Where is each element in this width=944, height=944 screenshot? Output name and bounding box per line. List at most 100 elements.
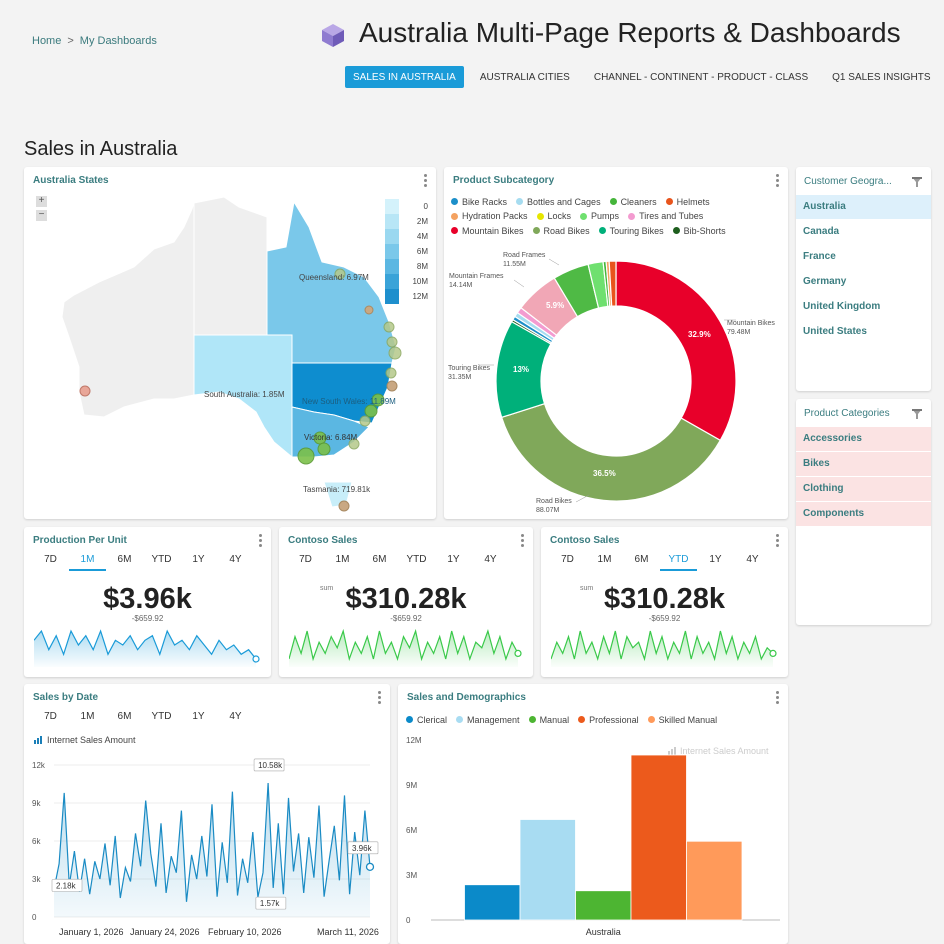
legend-item[interactable]: Management: [456, 715, 520, 725]
filter-item-australia[interactable]: Australia: [796, 195, 931, 219]
period-4y[interactable]: 4Y: [746, 554, 759, 565]
period-4y[interactable]: 4Y: [484, 554, 497, 565]
filter-item-bikes[interactable]: Bikes: [796, 452, 931, 476]
period-1y[interactable]: 1Y: [447, 554, 460, 565]
legend-item[interactable]: Bike Racks: [451, 195, 507, 209]
period-4y[interactable]: 4Y: [229, 711, 242, 722]
period-7d[interactable]: 7D: [561, 554, 574, 565]
filter-item-france[interactable]: France: [803, 251, 836, 262]
legend-item[interactable]: Helmets: [665, 195, 710, 209]
period-ytd[interactable]: YTD: [151, 554, 172, 565]
filter-item-accessories[interactable]: Accessories: [796, 427, 931, 451]
tab-channel-continent-product-class[interactable]: CHANNEL - CONTINENT - PRODUCT - CLASS: [593, 72, 809, 83]
period-6m[interactable]: 6M: [117, 711, 132, 722]
legend-item[interactable]: Skilled Manual: [647, 715, 717, 725]
period-6m[interactable]: 6M: [372, 554, 387, 565]
donut-slice[interactable]: [500, 402, 722, 502]
legend-item[interactable]: Pumps: [580, 209, 619, 223]
australia-map[interactable]: Queensland: 6.97M South Australia: 1.85M…: [24, 167, 436, 519]
legend-item[interactable]: Professional: [578, 715, 639, 725]
period-1y[interactable]: 1Y: [192, 554, 205, 565]
kebab-menu-icon[interactable]: [424, 174, 428, 188]
period-ytd[interactable]: YTD: [406, 554, 427, 565]
period-7d[interactable]: 7D: [44, 711, 57, 722]
breadcrumb-current[interactable]: My Dashboards: [79, 35, 157, 47]
donut-slice[interactable]: [615, 260, 737, 442]
filter-item-components[interactable]: Components: [796, 502, 931, 526]
legend-item[interactable]: Cleaners: [609, 195, 657, 209]
period-1m[interactable]: 1M: [69, 554, 106, 571]
tab-q1-sales-insights[interactable]: Q1 SALES INSIGHTS: [832, 72, 931, 83]
line-end-point[interactable]: [365, 862, 375, 871]
legend-item[interactable]: Mountain Bikes: [451, 224, 524, 238]
period-7d[interactable]: 7D: [299, 554, 312, 565]
legend-dot-icon: [578, 716, 586, 723]
product-categories-filter: Product Categories Accessories Bikes Cloth…: [796, 399, 931, 625]
period-1y[interactable]: 1Y: [709, 554, 722, 565]
bar-management[interactable]: [519, 819, 576, 921]
demographics-bar-chart[interactable]: 0 3M 6M 9M 12M Australia: [398, 684, 788, 944]
line-area: [54, 783, 370, 917]
filter-item-clothing[interactable]: Clothing: [796, 477, 931, 501]
bar-professional[interactable]: [630, 754, 687, 921]
period-1m[interactable]: 1M: [335, 554, 350, 565]
legend-item[interactable]: Locks: [536, 209, 571, 223]
kebab-menu-icon[interactable]: [259, 534, 263, 548]
period-1m[interactable]: 1M: [80, 711, 95, 722]
sales-line[interactable]: [53, 782, 371, 902]
donut-slice[interactable]: [608, 260, 617, 307]
sparkline-end-point[interactable]: [514, 649, 522, 657]
kebab-menu-icon[interactable]: [776, 691, 780, 705]
legend-item[interactable]: Bib-Shorts: [672, 224, 726, 238]
legend-label: Bike Racks: [462, 196, 508, 207]
filter-item-united-states[interactable]: United States: [803, 326, 867, 337]
filter-icon[interactable]: [912, 409, 922, 419]
filter-icon[interactable]: [912, 177, 922, 187]
legend-label: Tires and Tubes: [639, 211, 704, 221]
bar-chart-icon: [668, 747, 676, 755]
sparkline-end-point[interactable]: [769, 649, 777, 657]
y-tick-label: 0: [406, 916, 411, 925]
legend-item[interactable]: Hydration Packs: [451, 209, 528, 223]
card-title: Australia States: [33, 175, 109, 186]
legend-dot-icon: [451, 212, 458, 220]
period-7d[interactable]: 7D: [44, 554, 57, 565]
filter-item-canada[interactable]: Canada: [803, 226, 840, 237]
period-1m[interactable]: 1M: [597, 554, 612, 565]
period-ytd[interactable]: YTD: [151, 711, 172, 722]
legend-item[interactable]: Manual: [528, 715, 569, 725]
kebab-menu-icon[interactable]: [378, 691, 382, 705]
legend-item[interactable]: Road Bikes: [532, 224, 590, 238]
legend-item[interactable]: Bottles and Cages: [516, 195, 601, 209]
zoom-in-button[interactable]: +: [36, 196, 47, 207]
card-title: Contoso Sales: [550, 535, 620, 546]
tab-australia-cities[interactable]: AUSTRALIA CITIES: [479, 72, 570, 83]
scale-step: 4M: [385, 229, 428, 244]
kebab-menu-icon[interactable]: [776, 534, 780, 548]
sales-by-date-line-chart[interactable]: 0 3k 6k 9k 12k January 1, 2026 January 24, 202…: [24, 684, 390, 944]
tab-sales-in-australia[interactable]: SALES IN AUSTRALIA: [345, 66, 464, 88]
bar-clerical[interactable]: [464, 884, 521, 921]
kebab-menu-icon[interactable]: [776, 174, 780, 188]
sparkline-end-point[interactable]: [252, 655, 260, 663]
demographics-legend: Clerical Management Manual Professional Skil…: [406, 710, 726, 728]
period-4y[interactable]: 4Y: [229, 554, 242, 565]
period-6m[interactable]: 6M: [117, 554, 132, 565]
filter-item-united-kingdom[interactable]: United Kingdom: [803, 301, 881, 312]
period-1y[interactable]: 1Y: [192, 711, 205, 722]
filter-item-germany[interactable]: Germany: [803, 276, 847, 287]
subcategory-donut-chart[interactable]: Road Frames 11.55M Mountain Frames 14.14…: [444, 167, 788, 519]
legend-item[interactable]: Tires and Tubes: [628, 209, 703, 223]
breadcrumb-home[interactable]: Home: [32, 35, 62, 47]
legend-item[interactable]: Touring Bikes: [598, 224, 664, 238]
page-title: Sales in Australia: [24, 138, 178, 160]
period-ytd[interactable]: YTD: [660, 554, 697, 571]
period-6m[interactable]: 6M: [634, 554, 649, 565]
card-title: Product Subcategory: [453, 175, 555, 186]
kebab-menu-icon[interactable]: [521, 534, 525, 548]
bar-skilled-manual[interactable]: [686, 840, 743, 921]
legend-item[interactable]: Clerical: [406, 715, 447, 725]
zoom-out-button[interactable]: −: [36, 210, 47, 221]
legend-dot-icon: [528, 716, 536, 723]
bar-manual[interactable]: [575, 890, 632, 921]
